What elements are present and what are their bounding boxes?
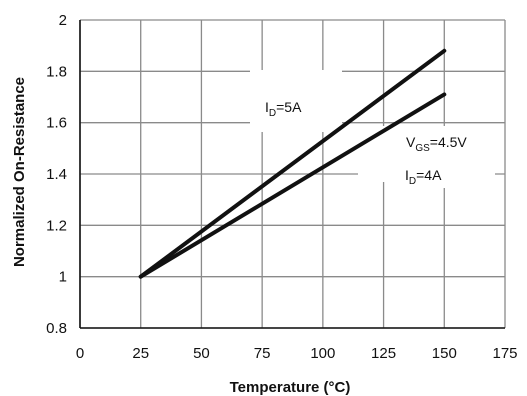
annotation-id-4a: ID=4A <box>405 167 442 187</box>
annotation-id-4a-rest: =4A <box>416 167 442 183</box>
series-group <box>138 48 447 279</box>
annotation-background <box>250 70 342 132</box>
annotation-id-5a-main: I <box>265 99 269 115</box>
annotation-id-4a-main: I <box>405 167 409 183</box>
y-tick-label: 1.4 <box>46 166 67 183</box>
annotation-id-5a-rest: =5A <box>276 99 302 115</box>
annotation-background <box>395 160 495 188</box>
x-tick-label: 100 <box>310 345 335 362</box>
y-tick-label: 1.8 <box>46 63 67 80</box>
series-line-2 <box>138 92 447 279</box>
x-tick-label: 150 <box>432 345 457 362</box>
x-tick-label: 175 <box>492 345 517 362</box>
series-line-1 <box>138 48 447 279</box>
y-axis-title: Normalized On-Resistance <box>11 77 28 267</box>
annotation-vgs: VGS=4.5V <box>406 134 467 154</box>
x-tick-labels: 0 25 50 75 100 125 150 175 <box>76 345 518 362</box>
x-tick-label: 25 <box>132 345 149 362</box>
y-tick-label: 1.6 <box>46 115 67 132</box>
annotation-id-5a-sub: D <box>269 108 276 119</box>
annotation-id-4a-sub: D <box>409 176 416 187</box>
y-tick-labels: 0.8 1 1.2 1.4 1.6 1.8 2 <box>46 12 67 337</box>
x-tick-label: 50 <box>193 345 210 362</box>
y-tick-label: 1 <box>59 269 67 286</box>
annotation-vgs-rest: =4.5V <box>430 134 468 150</box>
annotation-id-5a: ID=5A <box>265 99 302 119</box>
y-tick-label: 1.2 <box>46 217 67 234</box>
y-tick-label: 2 <box>59 12 67 29</box>
axes <box>79 20 505 329</box>
y-tick-label: 0.8 <box>46 320 67 337</box>
x-axis-title: Temperature (°C) <box>230 379 351 396</box>
annotation-vgs-sub: GS <box>415 143 430 154</box>
x-tick-label: 0 <box>76 345 84 362</box>
x-tick-label: 75 <box>254 345 271 362</box>
annotation-vgs-main: V <box>406 134 416 150</box>
x-tick-label: 125 <box>371 345 396 362</box>
